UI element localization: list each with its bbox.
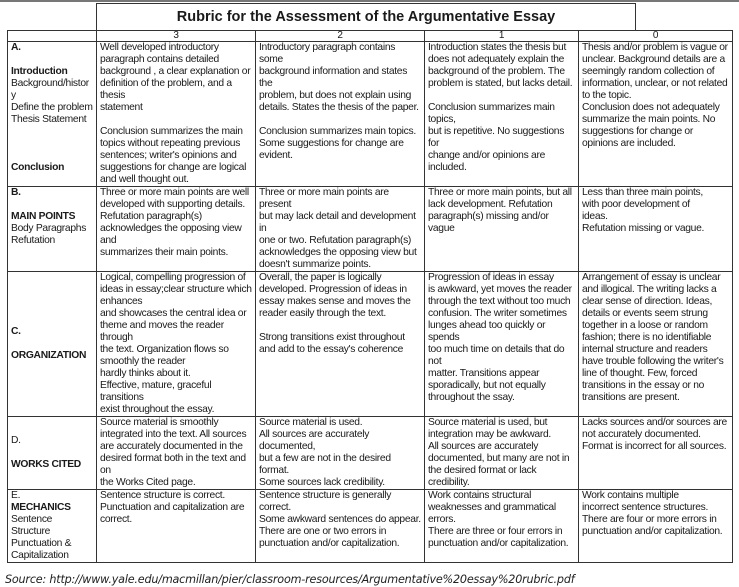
criteria-header [7,30,97,42]
criteria-label-line [11,138,93,150]
criteria-label-line: Punctuation & [11,538,72,549]
score-2-description: Overall, the paper is logically develope… [255,271,425,417]
score-3-description: Sentence structure is correct. Punctuati… [96,489,256,563]
criteria-label-line [11,150,93,162]
criteria-label-line: Define the problem [11,102,93,113]
score-header-0: 0 [578,30,733,42]
criteria-label: D. WORKS CITED [7,416,97,490]
rubric-row-works-cited: D. WORKS CITED Source material is smoothly… [7,416,733,490]
criteria-label-line [11,54,93,66]
score-0-description: Lacks sources and/or sources are not acc… [578,416,733,490]
score-header-2: 2 [255,30,425,42]
criteria-label-line: MECHANICS [11,502,71,513]
score-0-description: Thesis and/or problem is vague or unclea… [578,41,733,187]
score-1-description: Three or more main points, but all lack … [424,186,579,272]
top-border [0,0,739,2]
source-citation: Source: http://www.yale.edu/macmillan/pi… [5,573,575,586]
criteria-label-line [11,338,93,350]
score-3-description: Source material is smoothly integrated i… [96,416,256,490]
criteria-label-line: Conclusion [11,162,65,173]
criteria-label-line: Body Paragraphs [11,223,87,234]
score-3-description: Logical, compelling progression of ideas… [96,271,256,417]
score-2-description: Sentence structure is generally correct.… [255,489,425,563]
criteria-label: C. ORGANIZATION [7,271,97,417]
criteria-label-line: Background/history [11,78,89,101]
criteria-label-line: B. [11,187,21,198]
criteria-label-line [11,447,93,459]
rubric-table: 3 2 1 0 A. Introduction Background/history… [7,30,733,563]
score-2-description: Source material is used. All sources are… [255,416,425,490]
score-1-description: Source material is used, but integration… [424,416,579,490]
score-3-description: Three or more main points are well devel… [96,186,256,272]
score-0-description: Work contains multiple incorrect sentenc… [578,489,733,563]
criteria-label: A. Introduction Background/history Define t… [7,41,97,187]
criteria-label-line: A. [11,42,21,53]
score-3-description: Well developed introductory paragraph co… [96,41,256,187]
criteria-label: E. MECHANICS Sentence Structure Punctuation… [7,489,97,563]
score-2-description: Three or more main points are present bu… [255,186,425,272]
criteria-label-line: Introduction [11,66,68,77]
criteria-label-line: C. [11,326,21,337]
criteria-label-line: Sentence Structure [11,514,53,537]
criteria-label-line [11,126,93,138]
criteria-label-line: MAIN POINTS [11,211,76,222]
score-1-description: Introduction states the thesis but does … [424,41,579,187]
criteria-label-line: Refutation [11,235,55,246]
criteria-label-line: WORKS CITED [11,459,81,470]
score-1-description: Work contains structural weaknesses and … [424,489,579,563]
criteria-label: B. MAIN POINTS Body Paragraphs Refutation [7,186,97,272]
rubric-title: Rubric for the Assessment of the Argumen… [96,3,636,30]
criteria-label-line [11,199,93,211]
rubric-row-introduction-conclusion: A. Introduction Background/history Define t… [7,41,733,187]
score-0-description: Less than three main points, with poor d… [578,186,733,272]
criteria-label-line: Capitalization [11,550,69,561]
score-1-description: Progression of ideas in essay is awkward… [424,271,579,417]
score-0-description: Arrangement of essay is unclear and illo… [578,271,733,417]
score-header-3: 3 [96,30,256,42]
criteria-label-line: E. [11,490,21,501]
criteria-label-line: ORGANIZATION [11,350,87,361]
rubric-row-mechanics: E. MECHANICS Sentence Structure Punctuation… [7,489,733,563]
criteria-label-line: D. [11,435,21,446]
criteria-label-line: Thesis Statement [11,114,87,125]
rubric-row-organization: C. ORGANIZATION Logical, compelling progre… [7,271,733,417]
score-header-1: 1 [424,30,579,42]
rubric-row-main-points: B. MAIN POINTS Body Paragraphs Refutation Th… [7,186,733,272]
score-header-row: 3 2 1 0 [7,30,733,42]
score-2-description: Introductory paragraph contains some bac… [255,41,425,187]
